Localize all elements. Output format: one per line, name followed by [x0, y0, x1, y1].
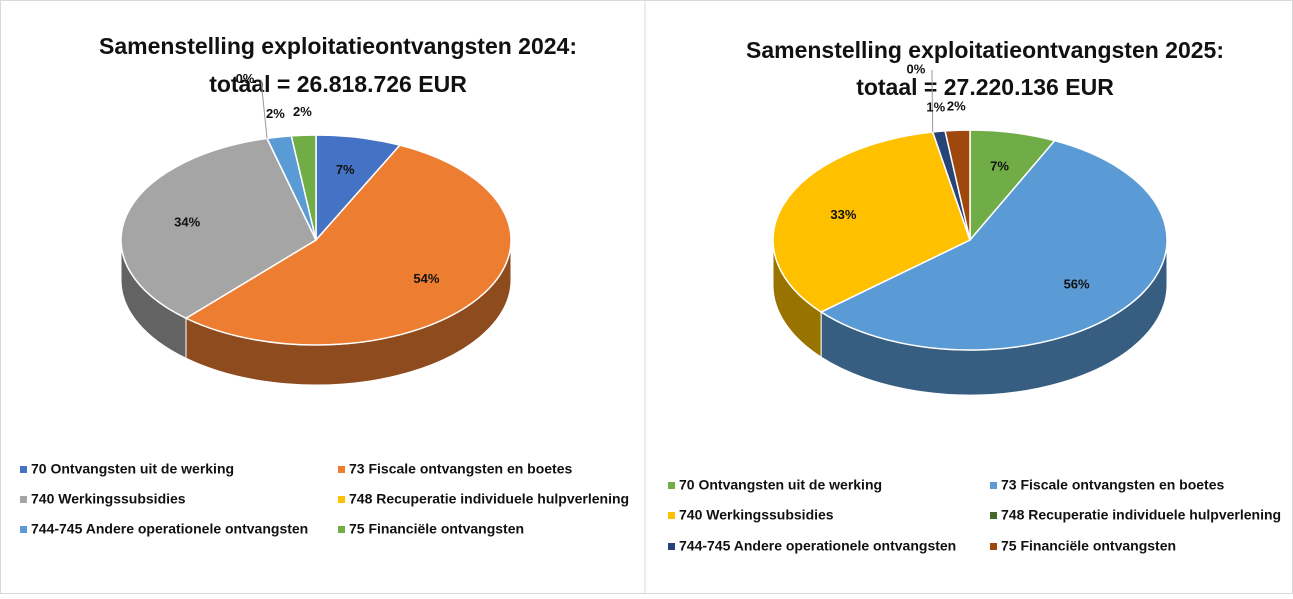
pie-slice — [290, 134, 317, 241]
legend-label: 70 Ontvangsten uit de werking — [31, 461, 234, 477]
data-label: 2% — [266, 106, 285, 121]
legend-label: 73 Fiscale ontvangsten en boetes — [1001, 477, 1225, 493]
legend-swatch — [990, 543, 997, 550]
data-label: 56% — [1064, 277, 1090, 292]
chart-title: totaal = 26.818.726 EUR — [209, 71, 467, 97]
legend-label: 740 Werkingssubsidies — [31, 491, 186, 507]
data-label: 7% — [336, 162, 355, 177]
pie-slice — [120, 137, 317, 320]
data-label: 1% — [926, 100, 945, 115]
legend-label: 75 Financiële ontvangsten — [1001, 538, 1176, 554]
legend-label: 748 Recuperatie individuele hulpverlenin… — [1001, 507, 1281, 523]
data-label: 7% — [990, 158, 1009, 173]
legend-label: 75 Financiële ontvangsten — [349, 521, 524, 537]
data-label: 2% — [947, 98, 966, 113]
pie-slice — [819, 139, 1168, 351]
data-label: 0% — [236, 71, 255, 86]
legend-label: 73 Fiscale ontvangsten en boetes — [349, 461, 573, 477]
legend-label: 70 Ontvangsten uit de werking — [679, 477, 882, 493]
legend-swatch — [668, 512, 675, 519]
legend-swatch — [338, 526, 345, 533]
legend-swatch — [20, 526, 27, 533]
legend-swatch — [668, 543, 675, 550]
pie-slice — [772, 131, 971, 313]
legend-label: 748 Recuperatie individuele hulpverlenin… — [349, 491, 629, 507]
legend-label: 744-745 Andere operationele ontvangsten — [679, 538, 956, 554]
data-label: 2% — [293, 104, 312, 119]
data-label: 0% — [907, 61, 926, 76]
chart-title: Samenstelling exploitatieontvangsten 202… — [99, 33, 577, 59]
leader-line — [260, 79, 268, 139]
legend-label: 744-745 Andere operationele ontvangsten — [31, 521, 308, 537]
data-label: 33% — [830, 207, 856, 222]
legend-swatch — [20, 496, 27, 503]
pie-slice — [184, 144, 512, 346]
legend-swatch — [338, 466, 345, 473]
legend-swatch — [990, 482, 997, 489]
legend-swatch — [338, 496, 345, 503]
pie-slice — [944, 129, 971, 241]
chart-title: Samenstelling exploitatieontvangsten 202… — [746, 37, 1224, 63]
legend-label: 740 Werkingssubsidies — [679, 507, 834, 523]
leader-line — [931, 69, 934, 132]
legend-swatch — [990, 512, 997, 519]
data-label: 54% — [413, 271, 439, 286]
legend-swatch — [20, 466, 27, 473]
legend-swatch — [668, 482, 675, 489]
data-label: 34% — [174, 215, 200, 230]
chart-title: totaal = 27.220.136 EUR — [856, 74, 1114, 100]
